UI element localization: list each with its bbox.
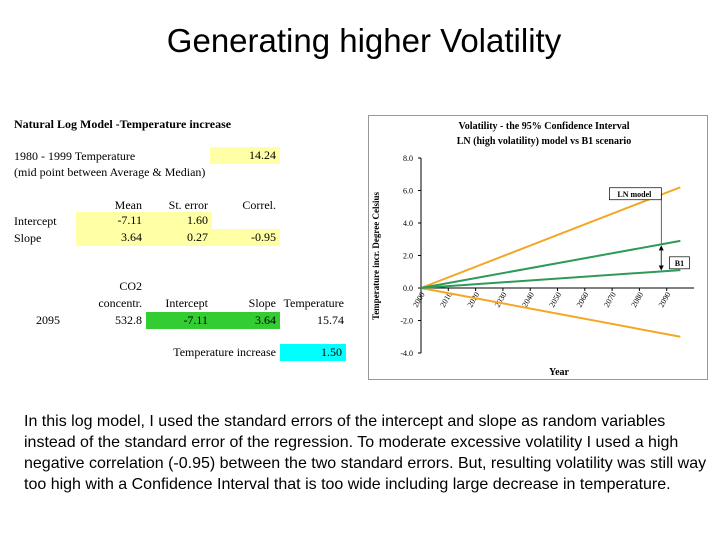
calc-intercept: -7.11: [146, 312, 212, 329]
series-line-3: [420, 239, 681, 289]
calc-year: 2095: [36, 313, 60, 327]
header-intercept: Intercept: [165, 296, 208, 310]
calc-co2: 532.8: [115, 313, 142, 327]
x-tick-label: 2060: [575, 291, 591, 309]
y-tick-label: -2.0: [400, 317, 413, 326]
calc-temperature: 15.74: [317, 313, 344, 327]
chart-ylabel: Temperature incr. Degree Celsius: [371, 192, 381, 320]
series-line-4: [420, 269, 681, 289]
header-slope: Slope: [248, 296, 276, 310]
increase-label: Temperature increase: [173, 345, 276, 359]
annotation-ln-model: LN model: [617, 190, 652, 199]
x-tick-label: 2000: [411, 291, 427, 309]
x-tick-label: 2030: [493, 291, 509, 309]
y-tick-label: 4.0: [403, 219, 413, 228]
y-tick-label: 6.0: [403, 187, 413, 196]
y-tick-label: -4.0: [400, 349, 413, 358]
header-co2-b: concentr.: [98, 296, 142, 310]
baseline-note: (mid point between Average & Median): [14, 165, 206, 179]
y-tick-label: 8.0: [403, 154, 413, 163]
slide-title: Generating higher Volatility: [166, 22, 562, 59]
chart-subtitle: LN (high volatility) model vs B1 scenari…: [457, 136, 631, 147]
x-tick-label: 2070: [602, 291, 618, 309]
chart-title: Volatility - the 95% Confidence Interval: [458, 121, 629, 132]
chart-xlabel: Year: [549, 367, 570, 378]
baseline-label: 1980 - 1999 Temperature: [14, 149, 136, 163]
x-tick-label: 2080: [629, 291, 645, 309]
calc-slope: 3.64: [212, 312, 280, 329]
b1-arrow-head-bottom: [658, 265, 664, 271]
baseline-value: 14.24: [210, 147, 280, 164]
y-tick-label: 0.0: [403, 284, 413, 293]
slope-label: Slope: [14, 231, 42, 245]
series-line-2: [420, 287, 681, 338]
annotation-b1-box: [669, 256, 690, 270]
y-tick-label: 2.0: [403, 252, 413, 261]
slope-mean: 3.64: [121, 230, 142, 244]
header-correl: Correl.: [242, 198, 276, 212]
increase-value: 1.50: [280, 344, 346, 361]
x-tick-label: 2050: [547, 291, 563, 309]
header-mean: Mean: [114, 198, 142, 212]
sheet-heading: Natural Log Model -Temperature increase: [14, 117, 232, 131]
chart-frame: Volatility - the 95% Confidence Interval…: [368, 115, 708, 380]
header-co2-a: CO2: [119, 279, 142, 293]
annotation-b1: B1: [675, 259, 684, 268]
b1-arrow-head-top: [658, 245, 664, 251]
volatility-chart: Volatility - the 95% Confidence Interval…: [371, 121, 694, 378]
intercept-se: 1.60: [187, 213, 208, 227]
header-temperature: Temperature: [283, 296, 344, 310]
slope-correl: -0.95: [251, 230, 276, 244]
header-st-error: St. error: [168, 198, 208, 212]
series-line-1: [420, 186, 681, 289]
intercept-label: Intercept: [14, 214, 57, 228]
slope-se: 0.27: [187, 230, 208, 244]
intercept-mean: -7.11: [117, 213, 142, 227]
x-tick-label: 2090: [657, 291, 673, 309]
explanation-text: In this log model, I used the standard e…: [24, 413, 707, 493]
